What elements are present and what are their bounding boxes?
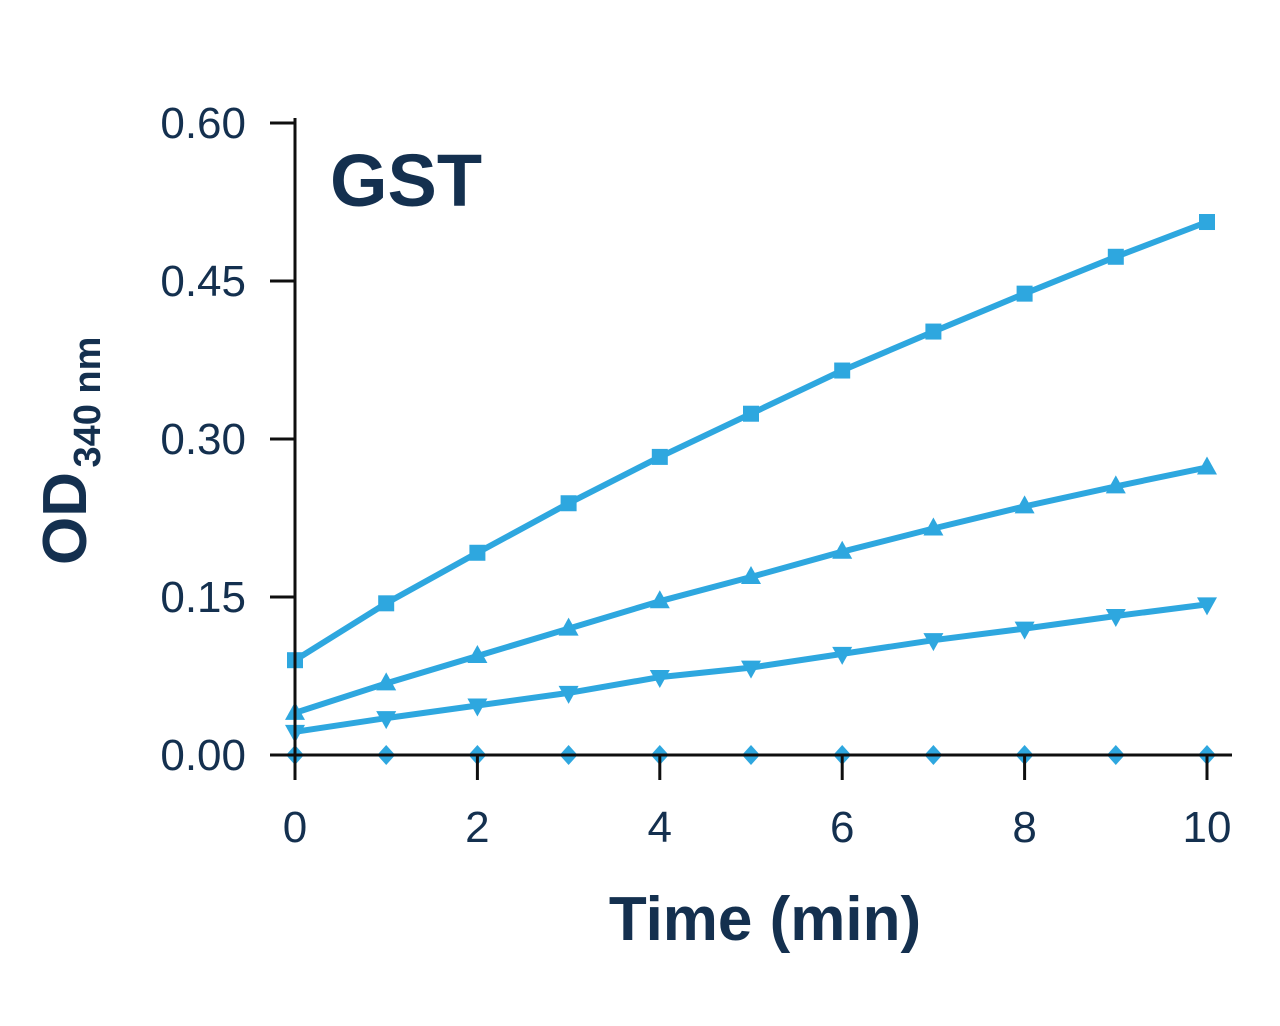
data-point-square	[743, 405, 759, 422]
ticks-layer: 0.00 0.15 0.30 0.45 0.60 0 2 4 6 8 10	[160, 99, 1231, 852]
data-point-triangle-down	[1197, 597, 1217, 616]
data-point-triangle-up	[832, 540, 853, 559]
data-point-triangle-down	[741, 660, 761, 679]
y-tick-label: 0.45	[160, 257, 246, 306]
x-tick-label: 10	[1183, 803, 1232, 852]
data-point-square	[1199, 214, 1215, 231]
data-point-triangle-up	[1014, 495, 1035, 514]
y-tick-label: 0.15	[160, 573, 246, 622]
y-axis-title-sub: 340 nm	[67, 337, 109, 468]
data-point-triangle-up	[741, 565, 761, 584]
x-tick-label: 6	[830, 803, 854, 852]
data-point-square	[834, 362, 851, 379]
data-point-triangle-down	[1105, 608, 1126, 627]
axes-layer	[270, 118, 1232, 757]
data-point-triangle-down	[1014, 621, 1035, 640]
data-point-triangle-up	[1105, 475, 1126, 494]
data-point-triangle-up	[923, 517, 944, 536]
data-point-triangle-down	[376, 711, 397, 730]
data-point-square	[1016, 285, 1033, 302]
x-tick-label: 8	[1012, 803, 1036, 852]
data-point-triangle-down	[467, 698, 488, 717]
data-point-triangle-up	[558, 617, 579, 636]
series-line-square	[292, 219, 1210, 664]
y-tick-label: 0.00	[160, 731, 246, 780]
y-axis-title: OD 340 nm	[31, 337, 109, 565]
y-axis-title-main: OD	[31, 472, 100, 565]
data-point-square	[925, 323, 942, 340]
data-point-square	[651, 448, 668, 465]
x-tick-label: 4	[648, 803, 672, 852]
data-point-triangle-down	[923, 633, 944, 652]
x-axis-title: Time (min)	[609, 885, 921, 954]
data-point-triangle-down	[649, 670, 670, 689]
data-point-square	[469, 544, 486, 561]
y-tick-label: 0.60	[160, 99, 246, 148]
y-tick-label: 0.30	[160, 415, 246, 464]
data-point-triangle-up	[467, 644, 488, 663]
data-point-square	[378, 595, 395, 612]
data-point-triangle-down	[558, 685, 579, 704]
series-layer	[285, 214, 1217, 765]
data-point-triangle-up	[649, 590, 670, 609]
x-tick-label: 0	[283, 803, 307, 852]
data-point-triangle-up	[1197, 456, 1217, 475]
x-tick-label: 2	[465, 803, 489, 852]
chart-title: GST	[330, 139, 482, 222]
data-point-square	[1107, 248, 1124, 265]
data-point-triangle-down	[832, 646, 853, 665]
data-point-square	[560, 495, 577, 512]
data-point-triangle-up	[376, 672, 397, 691]
